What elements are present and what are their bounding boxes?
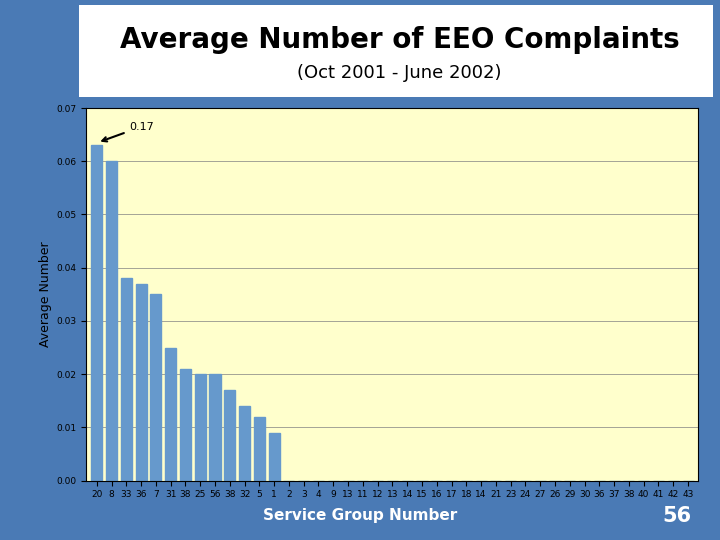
Bar bbox=[269, 433, 279, 481]
Bar bbox=[165, 348, 176, 481]
Text: (Oct 2001 - June 2002): (Oct 2001 - June 2002) bbox=[297, 64, 502, 82]
Text: Average Number of EEO Complaints: Average Number of EEO Complaints bbox=[120, 26, 680, 55]
Text: 56: 56 bbox=[662, 505, 691, 526]
Y-axis label: Average Number: Average Number bbox=[40, 241, 53, 347]
Bar bbox=[135, 284, 147, 481]
Text: Service Group Number: Service Group Number bbox=[263, 508, 457, 523]
Bar bbox=[91, 145, 102, 481]
Bar bbox=[121, 278, 132, 481]
Text: 0.17: 0.17 bbox=[102, 122, 154, 141]
Bar bbox=[106, 161, 117, 481]
Bar bbox=[224, 390, 235, 481]
Bar bbox=[180, 369, 191, 481]
Bar bbox=[254, 417, 265, 481]
Bar bbox=[150, 294, 161, 481]
Bar bbox=[210, 374, 220, 481]
Bar bbox=[194, 374, 206, 481]
Bar bbox=[239, 406, 250, 481]
